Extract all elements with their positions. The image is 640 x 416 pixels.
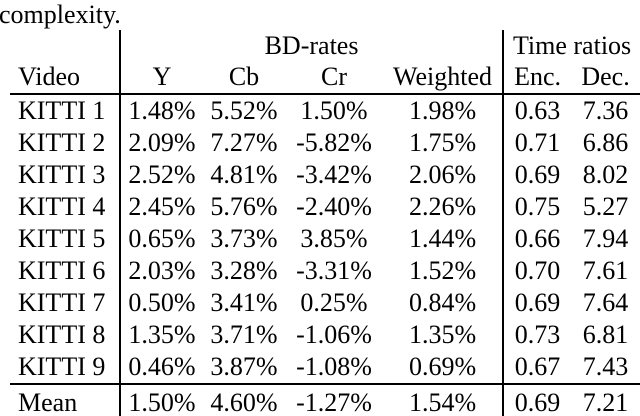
y-bdrate-cell: 2.45% [128,192,196,221]
caption-fragment: complexity. [0,0,121,29]
weighted-bdrate-cell: 0.84% [383,287,505,319]
column-header-dec: Dec. [571,61,640,95]
column-header-row: Video Y Cb Cr Weighted Enc. Dec. [10,61,640,95]
table-row: KITTI 3 2.52% 4.81% -3.42% 2.06% 0.69 8.… [10,159,640,191]
table-row: KITTI 6 2.03% 3.28% -3.31% 1.52% 0.70 7.… [10,255,640,287]
enc-time-cell: 0.69 [503,383,572,416]
cr-bdrate-cell: -2.40% [296,192,372,221]
mean-row: Mean 1.50% 4.60% -1.27% 1.54% 0.69 7.21 [10,383,640,416]
y-bdrate-cell: 1.50% [120,383,203,416]
cb-bdrate-cell: 3.73% [210,224,278,253]
column-header-cr: Cr [285,61,383,95]
column-header-cb: Cb [203,61,285,95]
enc-time-cell: 0.66 [514,224,561,253]
table-row: KITTI 4 2.45% 5.76% -2.40% 2.26% 0.75 5.… [10,191,640,223]
dec-time-cell: 6.86 [582,128,629,157]
video-cell: KITTI 2 [10,127,121,159]
dec-time-cell: 6.81 [582,320,629,349]
weighted-bdrate-cell: 1.75% [383,127,505,159]
enc-time-cell: 0.63 [514,96,561,125]
cr-bdrate-cell: 3.85% [300,224,368,253]
column-header-y: Y [120,61,203,95]
weighted-bdrate-cell: 1.98% [383,94,505,127]
weighted-bdrate-cell: 1.52% [383,255,505,287]
video-cell: KITTI 4 [10,191,121,223]
enc-time-cell: 0.71 [514,128,561,157]
y-bdrate-cell: 2.03% [128,256,196,285]
table-row: KITTI 9 0.46% 3.87% -1.08% 0.69% 0.67 7.… [10,351,640,384]
dec-time-cell: 7.64 [582,288,629,317]
video-cell: KITTI 1 [10,94,121,127]
weighted-bdrate-cell: 1.35% [383,319,505,351]
cr-bdrate-cell: -1.06% [296,320,372,349]
enc-time-cell: 0.69 [514,288,561,317]
video-cell: KITTI 8 [10,319,121,351]
cr-bdrate-cell: -1.27% [285,383,383,416]
enc-time-cell: 0.67 [514,352,561,381]
dec-time-cell: 7.43 [582,352,629,381]
cr-bdrate-cell: -5.82% [296,128,372,157]
column-header-enc: Enc. [503,61,572,95]
y-bdrate-cell: 1.48% [128,96,196,125]
cr-bdrate-cell: 0.25% [300,288,368,317]
column-header-weighted: Weighted [383,61,505,95]
column-header-video: Video [10,61,121,95]
video-cell: KITTI 6 [10,255,121,287]
cb-bdrate-cell: 5.76% [210,192,278,221]
enc-time-cell: 0.69 [514,160,561,189]
dec-time-cell: 7.36 [582,96,629,125]
group-header-row: BD-rates Time ratios [10,30,640,61]
cb-bdrate-cell: 7.27% [210,128,278,157]
enc-time-cell: 0.75 [514,192,561,221]
cb-bdrate-cell: 3.41% [210,288,278,317]
cb-bdrate-cell: 4.60% [203,383,285,416]
y-bdrate-cell: 0.65% [128,224,196,253]
weighted-bdrate-cell: 2.06% [383,159,505,191]
dec-time-cell: 7.61 [582,256,629,285]
dec-time-cell: 8.02 [582,160,629,189]
table-row: KITTI 5 0.65% 3.73% 3.85% 1.44% 0.66 7.9… [10,223,640,255]
video-cell: KITTI 3 [10,159,121,191]
enc-time-cell: 0.73 [514,320,561,349]
table-row: KITTI 8 1.35% 3.71% -1.06% 1.35% 0.73 6.… [10,319,640,351]
weighted-bdrate-cell: 1.44% [383,223,505,255]
table-row: KITTI 7 0.50% 3.41% 0.25% 0.84% 0.69 7.6… [10,287,640,319]
cb-bdrate-cell: 3.28% [210,256,278,285]
table-row: KITTI 1 1.48% 5.52% 1.50% 1.98% 0.63 7.3… [10,94,640,127]
cr-bdrate-cell: -1.08% [296,352,372,381]
video-cell: KITTI 9 [10,351,121,384]
video-cell: Mean [10,383,121,416]
dec-time-cell: 5.27 [582,192,629,221]
y-bdrate-cell: 2.09% [128,128,196,157]
y-bdrate-cell: 0.46% [128,352,196,381]
weighted-bdrate-cell: 1.54% [383,383,505,416]
weighted-bdrate-cell: 0.69% [383,351,505,384]
cr-bdrate-cell: -3.42% [296,160,372,189]
group-header-time-ratios: Time ratios [512,30,632,60]
cb-bdrate-cell: 3.87% [210,352,278,381]
y-bdrate-cell: 0.50% [128,288,196,317]
enc-time-cell: 0.70 [514,256,561,285]
group-header-spacer [10,30,121,61]
y-bdrate-cell: 1.35% [128,320,196,349]
weighted-bdrate-cell: 2.26% [383,191,505,223]
table-row: KITTI 2 2.09% 7.27% -5.82% 1.75% 0.71 6.… [10,127,640,159]
cb-bdrate-cell: 5.52% [210,96,278,125]
video-cell: KITTI 5 [10,223,121,255]
results-table: BD-rates Time ratios Video Y Cb Cr Weigh… [10,30,640,416]
video-cell: KITTI 7 [10,287,121,319]
cr-bdrate-cell: 1.50% [300,96,368,125]
y-bdrate-cell: 2.52% [128,160,196,189]
cr-bdrate-cell: -3.31% [296,256,372,285]
dec-time-cell: 7.21 [571,383,640,416]
cb-bdrate-cell: 4.81% [210,160,278,189]
dec-time-cell: 7.94 [582,224,629,253]
group-header-bd-rates: BD-rates [120,30,505,61]
cb-bdrate-cell: 3.71% [210,320,278,349]
